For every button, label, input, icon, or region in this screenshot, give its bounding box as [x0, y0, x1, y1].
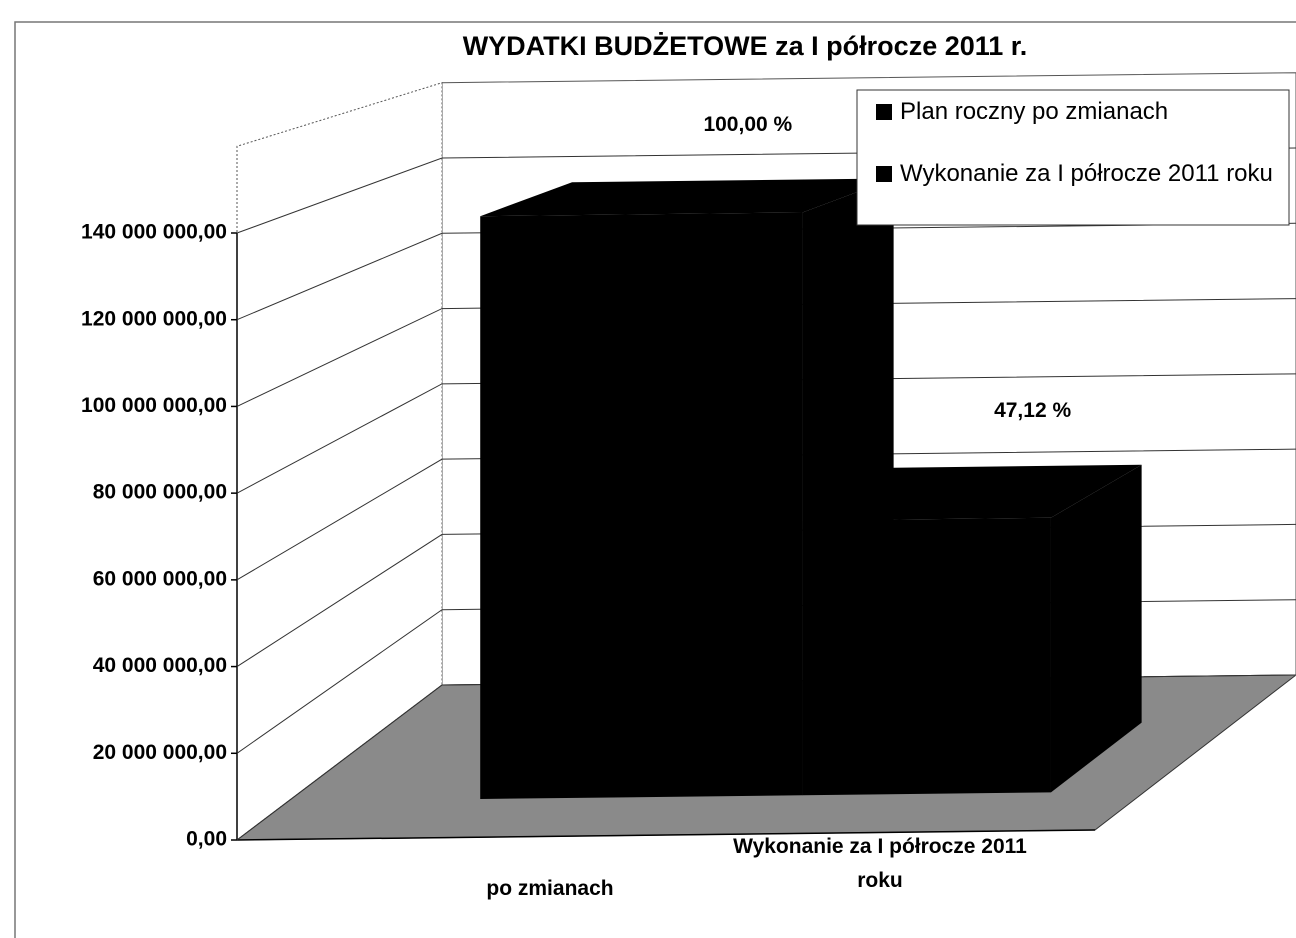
grid-line: [236, 298, 1296, 407]
y-tick-label: 80 000 000,00: [93, 481, 227, 504]
y-tick-label: 140 000 000,00: [81, 221, 227, 244]
legend-box: [856, 89, 1290, 226]
chart-border: [14, 21, 1296, 938]
legend-item: Plan roczny po zmianach: [900, 98, 1169, 125]
plot: [480, 178, 1142, 800]
grid-line: [236, 448, 1296, 581]
y-tick-label: 0,00: [186, 828, 227, 851]
x-tick-label: Wykonanie za I półrocze 2011 roku: [733, 835, 1027, 892]
y-tick-label: 120 000 000,00: [81, 307, 227, 330]
legend-swatch: [876, 104, 892, 120]
bar-front: [802, 517, 1051, 796]
legend-label: Wykonanie za I półrocze 2011 roku: [900, 160, 1273, 187]
y-tick-label: 60 000 000,00: [93, 567, 227, 590]
grid-line: [236, 373, 1296, 494]
bar-front: [480, 212, 803, 800]
percent-label: 47,12 %: [994, 399, 1071, 422]
legend-item: Wykonanie za I półrocze 2011 roku: [900, 160, 1273, 187]
x-tick-label: po zmianach: [486, 877, 614, 900]
legend-label: Plan roczny po zmianach: [900, 98, 1169, 125]
bar-top: [480, 178, 894, 217]
x-axis: [236, 829, 1096, 841]
y-tick-label: 40 000 000,00: [93, 654, 227, 677]
legend-swatch: [876, 166, 892, 182]
bar-top: [802, 464, 1142, 521]
y-tick-label: 20 000 000,00: [93, 741, 227, 764]
y-tick-label: 100 000 000,00: [81, 394, 227, 417]
legend: Plan roczny po zmianach Wykonanie za I pó…: [856, 89, 1290, 226]
bar-side: [1050, 464, 1142, 793]
percent-label: 100,00 %: [703, 113, 792, 136]
grid-line: [236, 222, 1296, 321]
chart-title: WYDATKI BUDŻETOWE za I półrocze 2011 r.: [463, 31, 1028, 61]
